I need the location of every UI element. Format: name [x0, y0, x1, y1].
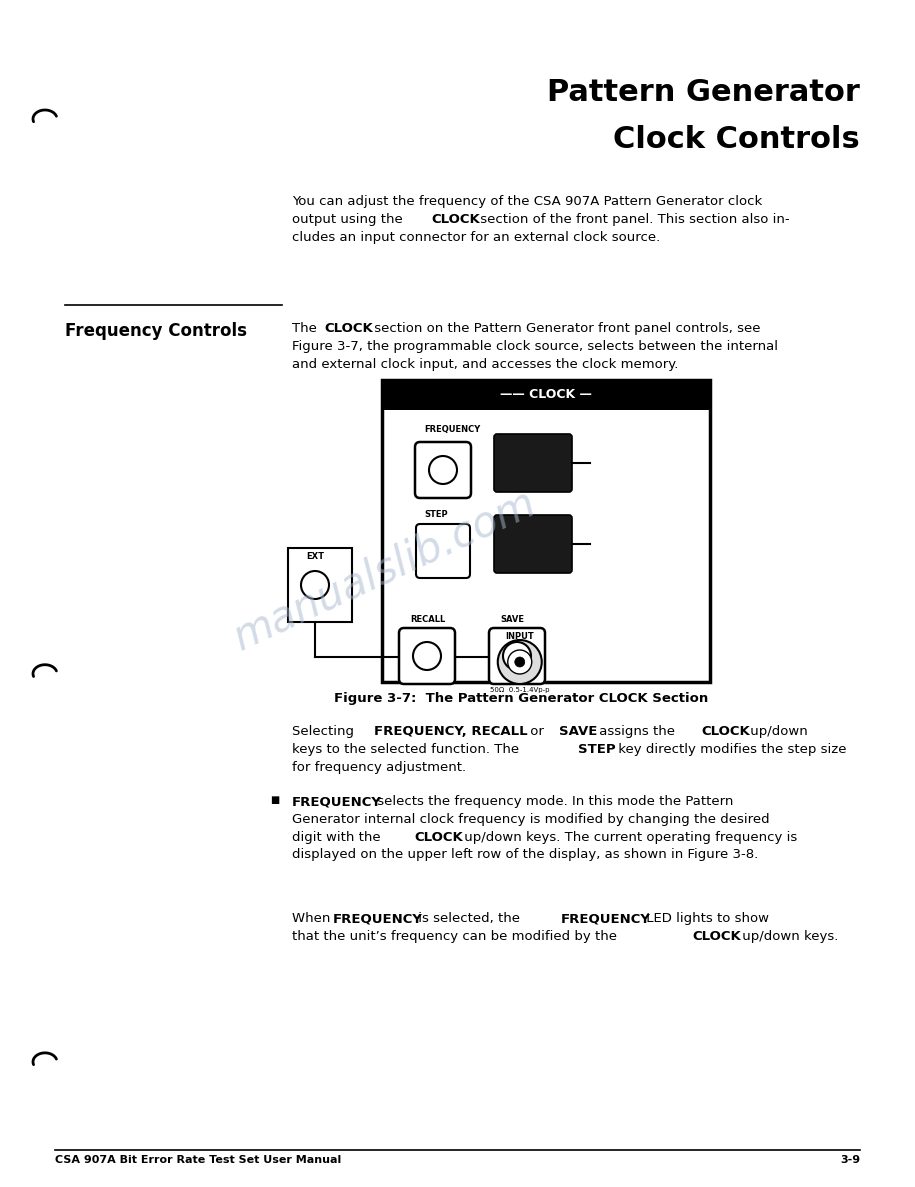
Text: Clock Controls: Clock Controls	[613, 125, 860, 154]
Text: section of the front panel. This section also in-: section of the front panel. This section…	[476, 212, 790, 226]
FancyBboxPatch shape	[494, 434, 572, 491]
Text: EXT: EXT	[306, 552, 324, 561]
Circle shape	[429, 456, 457, 484]
Text: displayed on the upper left row of the display, as shown in Figure 3-8.: displayed on the upper left row of the d…	[292, 849, 759, 862]
FancyBboxPatch shape	[489, 628, 545, 684]
Circle shape	[413, 642, 441, 669]
Text: output using the: output using the	[292, 212, 407, 226]
Text: FREQUENCY: FREQUENCY	[333, 912, 423, 925]
Text: up/down: up/down	[746, 725, 808, 738]
Text: Figure 3-7:  The Pattern Generator CLOCK Section: Figure 3-7: The Pattern Generator CLOCK …	[334, 692, 709, 705]
Text: section on the Pattern Generator front panel controls, see: section on the Pattern Generator front p…	[370, 322, 760, 335]
Text: Generator internal clock frequency is modified by changing the desired: Generator internal clock frequency is mo…	[292, 813, 770, 826]
FancyBboxPatch shape	[382, 380, 710, 683]
Text: CLOCK: CLOCK	[325, 322, 373, 335]
Text: 3-9: 3-9	[840, 1155, 860, 1164]
Text: CSA 907A Bit Error Rate Test Set User Manual: CSA 907A Bit Error Rate Test Set User Ma…	[55, 1155, 341, 1164]
Text: ■: ■	[270, 795, 279, 805]
Text: digit with the: digit with the	[292, 831, 385, 844]
Text: that the unit’s frequency can be modified by the: that the unit’s frequency can be modifie…	[292, 929, 621, 942]
Text: 50Ω  0.5-1.4Vp-p: 50Ω 0.5-1.4Vp-p	[490, 687, 550, 693]
Text: up/down keys. The current operating frequency is: up/down keys. The current operating freq…	[459, 831, 797, 844]
Text: SAVE: SAVE	[559, 725, 597, 738]
Text: The: The	[292, 322, 321, 335]
Bar	[382, 380, 710, 410]
Text: and external clock input, and accesses the clock memory.: and external clock input, and accesses t…	[292, 357, 678, 370]
Text: selects the frequency mode. In this mode the Pattern: selects the frequency mode. In this mode…	[372, 795, 733, 808]
Text: LED lights to show: LED lights to show	[641, 912, 769, 925]
Text: keys to the selected function. The: keys to the selected function. The	[292, 743, 523, 756]
Text: for frequency adjustment.: for frequency adjustment.	[292, 761, 466, 774]
Text: SAVE: SAVE	[500, 615, 524, 624]
FancyBboxPatch shape	[494, 515, 572, 573]
Text: STEP: STEP	[424, 510, 447, 519]
Text: Frequency Controls: Frequency Controls	[65, 322, 247, 339]
Text: You can adjust the frequency of the CSA 907A Pattern Generator clock: You can adjust the frequency of the CSA …	[292, 195, 762, 208]
Circle shape	[515, 656, 525, 667]
Text: —— CLOCK —: —— CLOCK —	[501, 388, 592, 401]
Circle shape	[301, 571, 329, 599]
FancyBboxPatch shape	[399, 628, 455, 684]
Text: When: When	[292, 912, 335, 925]
Text: key directly modifies the step size: key directly modifies the step size	[614, 743, 846, 756]
Text: CLOCK: CLOCK	[431, 212, 479, 226]
Text: FREQUENCY, RECALL: FREQUENCY, RECALL	[374, 725, 527, 738]
Text: Pattern Generator: Pattern Generator	[547, 78, 860, 107]
Text: cludes an input connector for an external clock source.: cludes an input connector for an externa…	[292, 230, 661, 243]
Text: up/down keys.: up/down keys.	[737, 929, 838, 942]
Text: STEP: STEP	[578, 743, 616, 756]
Text: CLOCK: CLOCK	[701, 725, 750, 738]
Text: FREQUENCY: FREQUENCY	[292, 795, 382, 808]
Text: Figure 3-7, the programmable clock source, selects between the internal: Figure 3-7, the programmable clock sourc…	[292, 339, 778, 353]
Text: CLOCK: CLOCK	[414, 831, 464, 844]
Text: or: or	[526, 725, 548, 738]
FancyBboxPatch shape	[288, 548, 352, 622]
FancyBboxPatch shape	[415, 442, 471, 499]
Circle shape	[498, 640, 542, 684]
Text: manualslib.com: manualslib.com	[226, 481, 543, 659]
Text: FREQUENCY: FREQUENCY	[424, 425, 480, 434]
Text: is selected, the: is selected, the	[414, 912, 524, 925]
Text: FREQUENCY: FREQUENCY	[561, 912, 651, 925]
Text: Selecting: Selecting	[292, 725, 359, 738]
Text: INPUT: INPUT	[505, 631, 534, 641]
Text: assigns the: assigns the	[595, 725, 679, 738]
Text: RECALL: RECALL	[410, 615, 446, 624]
Circle shape	[508, 650, 532, 674]
Circle shape	[503, 642, 531, 669]
Text: CLOCK: CLOCK	[693, 929, 741, 942]
FancyBboxPatch shape	[416, 523, 470, 578]
